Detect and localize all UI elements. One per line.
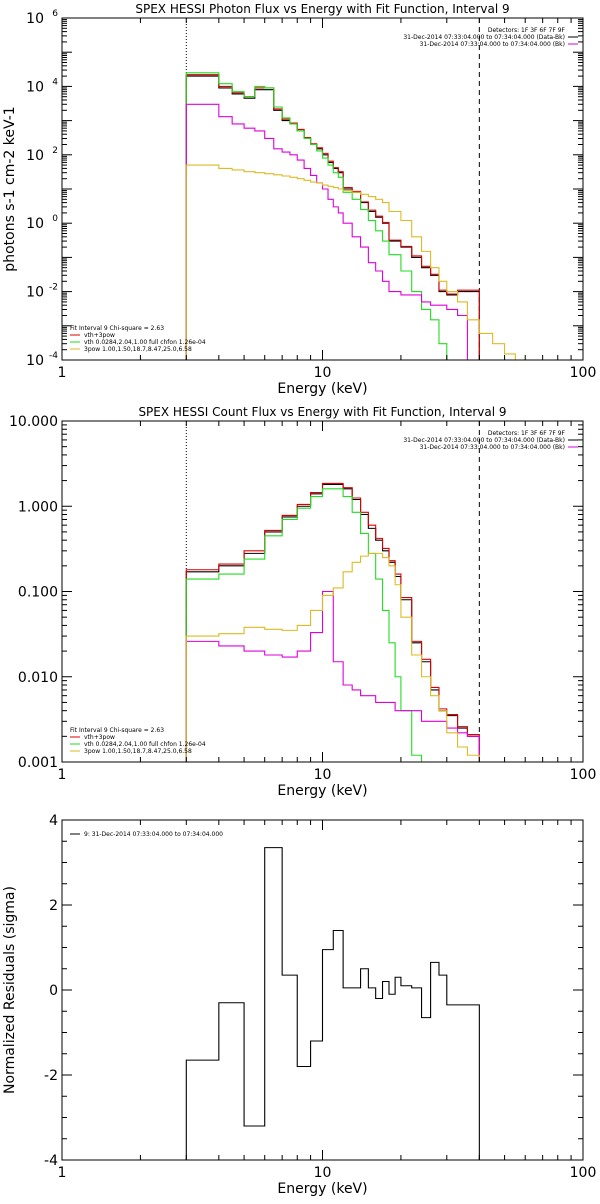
x-tick-label: 1 bbox=[58, 767, 67, 783]
chart-title: SPEX HESSI Photon Flux vs Energy with Fi… bbox=[135, 2, 509, 16]
y-tick-label: 10 bbox=[26, 216, 44, 232]
x-tick-label: 100 bbox=[570, 365, 597, 381]
chart-panel-2: 1 10 100 Energy (keV) 0.001 0.010 0.100 1.000 10… bbox=[9, 405, 596, 799]
y-tick-label: 2 bbox=[49, 898, 58, 914]
series-group bbox=[185, 482, 480, 762]
x-tick-label: 100 bbox=[570, 767, 597, 783]
x-tick-label: 10 bbox=[314, 1165, 332, 1181]
series-background bbox=[185, 590, 480, 762]
x-axis-label: Energy (keV) bbox=[277, 783, 367, 799]
y-tick-base: 10 bbox=[26, 216, 44, 232]
y-tick-exponent: 6 bbox=[52, 9, 58, 19]
series-vth-3pow bbox=[185, 74, 480, 360]
y-tick-exponent: -2 bbox=[49, 283, 58, 293]
legend-left-text: Fit Interval 9 Chi-square = 2.63 bbox=[70, 727, 164, 734]
y-tick-label: 0 bbox=[49, 983, 58, 999]
legend-left-text: vth 0.0284,2.04,1.00 full chfon 1.26e-04 bbox=[84, 339, 206, 346]
chart-title: SPEX HESSI Count Flux vs Energy with Fit… bbox=[138, 405, 506, 419]
y-tick-label: -4 bbox=[44, 1153, 58, 1169]
legend-left-text: 3pow 1.00,1.50,18.7,8.47,25.0,6.58 bbox=[84, 748, 192, 755]
x-tick-label: 10 bbox=[314, 767, 332, 783]
legend-right-text: Detectors: 1F 3F 6F 7F 9F bbox=[488, 27, 566, 34]
x-tick-label: 1 bbox=[58, 1165, 67, 1181]
y-tick-base: 10 bbox=[26, 148, 44, 164]
x-tick-label: 100 bbox=[570, 1165, 597, 1181]
y-tick-label: 0.001 bbox=[18, 755, 58, 771]
legend-right-text: 31-Dec-2014 07:33:04.000 to 07:34:04.000… bbox=[420, 41, 565, 48]
y-tick-exponent: 0 bbox=[52, 214, 58, 224]
series-vth bbox=[185, 72, 459, 360]
series-9-31-dec-2014-07-33-04-000-to-07-34-04-000 bbox=[185, 847, 480, 1160]
y-tick-label: 10 bbox=[26, 148, 44, 164]
legend-right-text: 31-Dec-2014 07:33:04.000 to 07:34:04.000… bbox=[403, 34, 565, 41]
y-tick-base: 10 bbox=[26, 285, 44, 301]
x-tick-label: 1 bbox=[58, 365, 67, 381]
legend-right-text: 31-Dec-2014 07:33:04.000 to 07:34:04.000… bbox=[403, 437, 565, 444]
legend-right-text: 31-Dec-2014 07:33:04.000 to 07:34:04.000… bbox=[420, 444, 565, 451]
series-group bbox=[185, 72, 526, 360]
y-tick-label: 10 bbox=[26, 11, 44, 27]
y-tick-exponent: -4 bbox=[49, 351, 58, 361]
legend-right-text: Detectors: 1F 3F 6F 7F 9F bbox=[488, 430, 566, 437]
series-3pow bbox=[185, 552, 480, 762]
series-data-minus-background bbox=[185, 75, 480, 360]
y-tick-label: 10 bbox=[26, 79, 44, 95]
y-tick-label: -2 bbox=[44, 1068, 58, 1084]
y-axis-label: photons s-1 cm-2 keV-1 bbox=[2, 106, 18, 271]
y-tick-base: 10 bbox=[26, 79, 44, 95]
y-tick-label: 0.010 bbox=[18, 670, 58, 686]
y-tick-label: 10 bbox=[26, 353, 44, 369]
series-3pow bbox=[185, 164, 526, 360]
y-tick-label: 0.100 bbox=[18, 585, 58, 601]
x-tick-label: 10 bbox=[314, 365, 332, 381]
y-tick-exponent: 4 bbox=[52, 77, 58, 87]
legend-left-text: vth+3pow bbox=[84, 332, 115, 339]
legend-left-text: Fit Interval 9 Chi-square = 2.63 bbox=[70, 325, 164, 332]
series-background bbox=[185, 103, 468, 360]
x-axis-label: Energy (keV) bbox=[277, 381, 367, 397]
y-tick-exponent: 2 bbox=[52, 146, 58, 156]
series-group bbox=[185, 847, 480, 1160]
y-tick-label: 1.000 bbox=[18, 499, 58, 515]
y-tick-label: 4 bbox=[49, 813, 58, 829]
legend-left-text: vth+3pow bbox=[84, 734, 115, 741]
legend-left-text: 3pow 1.00,1.50,18.7,8.47,25.0,6.58 bbox=[84, 346, 192, 353]
y-tick-base: 10 bbox=[26, 353, 44, 369]
x-axis-label: Energy (keV) bbox=[277, 1181, 367, 1197]
series-vth bbox=[185, 488, 432, 762]
y-tick-label: 10.000 bbox=[9, 414, 58, 430]
y-tick-base: 10 bbox=[26, 11, 44, 27]
legend-left-text: 9: 31-Dec-2014 07:33:04.000 to 07:34:04.… bbox=[84, 831, 223, 838]
y-axis-label: Normalized Residuals (sigma) bbox=[2, 886, 18, 1094]
legend-left-text: vth 0.0284,2.04,1.00 full chfon 1.26e-04 bbox=[84, 741, 206, 748]
y-tick-label: 10 bbox=[26, 285, 44, 301]
chart-panel-3: 1 10 100 Energy (keV) -4 -2 0 2 4 Normalized Resi… bbox=[2, 813, 596, 1197]
